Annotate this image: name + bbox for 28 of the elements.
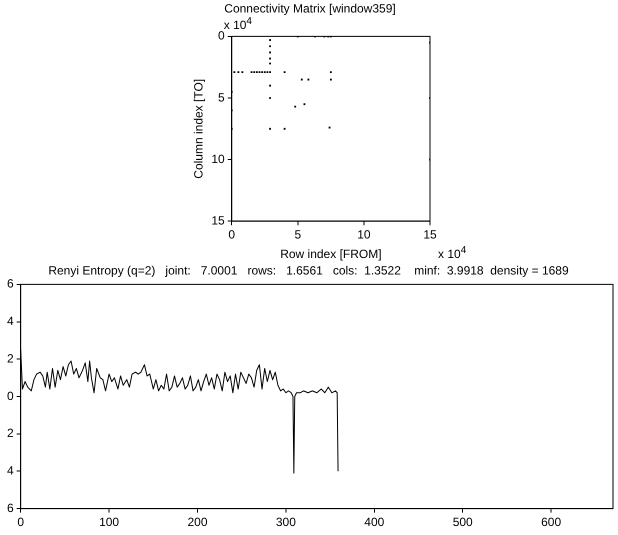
x-tick-label: 300 (276, 515, 296, 530)
y-tick-label: 4 (6, 464, 14, 478)
y-tick-label: 2 (6, 426, 14, 440)
x-tick-label: 15 (423, 228, 437, 242)
y-tick-label: 5 (218, 90, 226, 104)
x-axis-title: Row index [FROM] (280, 247, 382, 262)
x-tick-label: 400 (364, 515, 385, 530)
x-tick-label: 10 (357, 228, 371, 242)
x-tick-label: 600 (541, 515, 562, 530)
y-tick-label: 15 (211, 214, 226, 228)
y-tick-label: 0 (6, 388, 14, 403)
x-tick-label: 0 (228, 228, 236, 242)
y-tick-label: 0 (218, 28, 226, 43)
y-tick-label: 6 (6, 500, 14, 515)
x-tick-label: 500 (452, 515, 474, 530)
y-axis-title: Column index [TO] (192, 78, 206, 179)
y-tick-label: 4 (6, 314, 14, 328)
chart-title: Connectivity Matrix [window359] (224, 2, 396, 16)
y-tick-label: 10 (211, 152, 226, 166)
x-tick-label: 100 (99, 515, 120, 530)
y-tick-label: 2 (6, 351, 14, 366)
text: x 10$^{4}$ (224, 16, 252, 32)
x-tick-label: 5 (294, 228, 302, 242)
x-tick-label: 0 (17, 515, 24, 530)
y-tick-label: 6 (6, 276, 14, 291)
chart-title: Renyi Entropy (q=2) joint: 7.0001 rows: 1.6561 cols: 1.3522 minf: 3.9918 density = 1689 (48, 264, 569, 278)
text: x 10$^{4}$ (438, 245, 466, 262)
x-tick-label: 200 (187, 515, 208, 530)
